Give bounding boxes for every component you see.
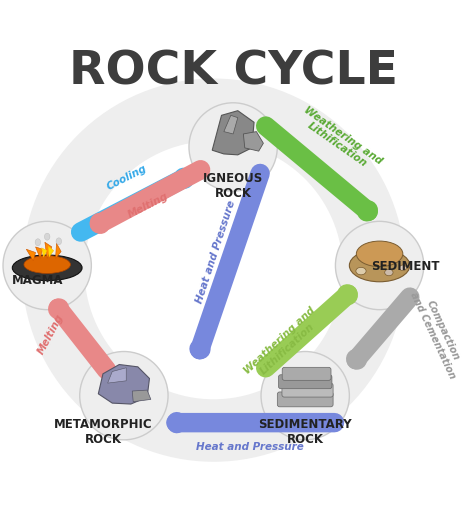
Polygon shape	[132, 390, 151, 402]
Polygon shape	[98, 364, 149, 404]
Ellipse shape	[349, 249, 410, 282]
Text: Melting: Melting	[127, 192, 171, 220]
Text: Weathering and
Lithification: Weathering and Lithification	[242, 305, 325, 384]
Text: ROCK CYCLE: ROCK CYCLE	[69, 49, 398, 95]
FancyBboxPatch shape	[278, 375, 332, 389]
Text: Weathering and
Lithification: Weathering and Lithification	[296, 105, 384, 176]
Polygon shape	[55, 243, 61, 259]
Ellipse shape	[45, 233, 50, 240]
Polygon shape	[108, 368, 126, 383]
Text: MAGMA: MAGMA	[12, 274, 64, 287]
Text: SEDIMENT: SEDIMENT	[371, 260, 439, 273]
Ellipse shape	[356, 268, 366, 275]
Ellipse shape	[35, 239, 41, 246]
Polygon shape	[48, 246, 54, 257]
Text: Melting: Melting	[36, 312, 66, 356]
Ellipse shape	[356, 241, 403, 267]
Polygon shape	[224, 115, 238, 134]
Circle shape	[80, 352, 168, 440]
Text: SEDIMENTARY
ROCK: SEDIMENTARY ROCK	[258, 418, 352, 446]
Circle shape	[336, 221, 424, 310]
Ellipse shape	[56, 238, 62, 245]
Circle shape	[261, 352, 349, 440]
Text: Heat and Pressure: Heat and Pressure	[194, 199, 237, 304]
Text: METAMORPHIC
ROCK: METAMORPHIC ROCK	[54, 418, 152, 446]
Text: Compaction
and Cementation: Compaction and Cementation	[408, 286, 467, 380]
Circle shape	[189, 103, 277, 191]
Ellipse shape	[24, 256, 71, 273]
Text: Cooling: Cooling	[105, 164, 149, 192]
Polygon shape	[243, 132, 264, 151]
Polygon shape	[42, 248, 47, 257]
Text: IGNEOUS
ROCK: IGNEOUS ROCK	[203, 172, 263, 200]
Ellipse shape	[399, 265, 406, 271]
Text: Heat and Pressure: Heat and Pressure	[196, 442, 303, 452]
Polygon shape	[212, 110, 254, 155]
FancyBboxPatch shape	[282, 383, 333, 397]
Polygon shape	[45, 242, 52, 259]
Polygon shape	[26, 249, 36, 261]
Ellipse shape	[12, 255, 82, 280]
FancyBboxPatch shape	[277, 392, 333, 407]
Circle shape	[3, 221, 91, 310]
FancyBboxPatch shape	[282, 367, 331, 380]
Ellipse shape	[385, 269, 393, 276]
Polygon shape	[36, 247, 43, 259]
